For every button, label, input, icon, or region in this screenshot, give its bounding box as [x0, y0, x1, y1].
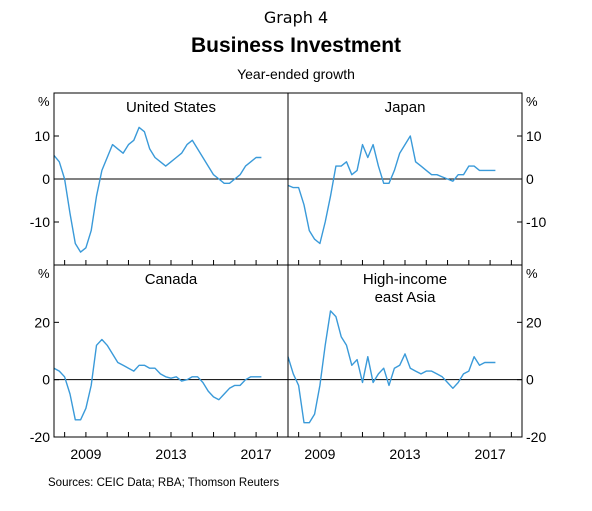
- panel-title: east Asia: [375, 289, 437, 306]
- x-tick-label: 2009: [304, 446, 335, 462]
- y-unit-label: %: [38, 94, 50, 109]
- y-tick-label: 0: [526, 372, 534, 388]
- chart-subtitle: Year-ended growth: [237, 66, 355, 82]
- y-tick-label: -10: [526, 214, 546, 230]
- panel-title: Japan: [385, 99, 426, 116]
- panel-title: Canada: [145, 271, 198, 288]
- y-unit-label: %: [38, 266, 50, 281]
- series-line: [53, 126, 262, 253]
- x-tick-label: 2017: [475, 446, 506, 462]
- panel-title: United States: [126, 99, 216, 116]
- y-tick-label: -20: [30, 429, 50, 445]
- x-tick-label: 2013: [389, 446, 420, 462]
- y-tick-label: -10: [30, 214, 50, 230]
- y-tick-label: 0: [42, 372, 50, 388]
- x-tick-label: 2013: [155, 446, 186, 462]
- series-line: [287, 135, 496, 245]
- graph-number: Graph 4: [263, 8, 329, 27]
- y-unit-label: %: [526, 266, 538, 281]
- y-tick-label: -20: [526, 429, 546, 445]
- x-tick-label: 2017: [241, 446, 272, 462]
- y-tick-label: 20: [34, 314, 50, 330]
- y-tick-label: 0: [42, 171, 50, 187]
- series-line: [53, 338, 262, 421]
- y-tick-label: 0: [526, 171, 534, 187]
- y-unit-label: %: [526, 94, 538, 109]
- chart-title: Business Investment: [190, 34, 402, 57]
- sources-note: Sources: CEIC Data; RBA; Thomson Reuters: [48, 477, 280, 489]
- series-line: [287, 310, 496, 424]
- y-tick-label: 20: [526, 314, 542, 330]
- y-tick-label: 10: [526, 128, 542, 144]
- x-tick-label: 2009: [70, 446, 101, 462]
- panel-title: High-income: [363, 271, 447, 288]
- y-tick-label: 10: [34, 128, 50, 144]
